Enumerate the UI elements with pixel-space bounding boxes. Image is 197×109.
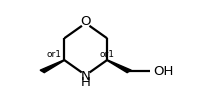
Text: O: O (80, 15, 91, 28)
Polygon shape (40, 60, 65, 73)
Text: H: H (81, 76, 91, 89)
Text: or1: or1 (47, 50, 62, 59)
Text: OH: OH (154, 65, 174, 78)
Text: N: N (81, 70, 91, 83)
Polygon shape (107, 60, 131, 73)
Text: or1: or1 (99, 50, 115, 59)
